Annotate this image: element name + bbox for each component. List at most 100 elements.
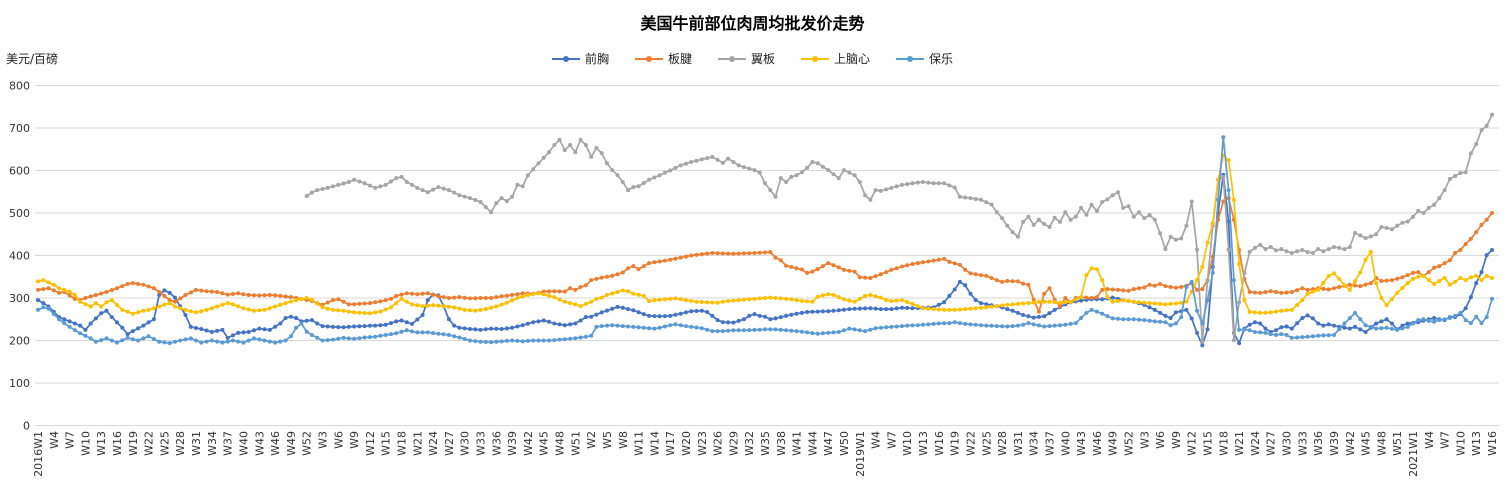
data-point-marker bbox=[157, 293, 162, 297]
data-point-marker bbox=[894, 298, 899, 303]
data-point-marker bbox=[615, 290, 620, 294]
data-point-marker bbox=[494, 326, 499, 331]
data-point-marker bbox=[1326, 333, 1331, 338]
y-axis-unit-label: 美元/百磅 bbox=[6, 52, 59, 66]
data-point-marker bbox=[989, 323, 994, 328]
data-point-marker bbox=[1047, 324, 1052, 329]
data-point-marker bbox=[736, 318, 741, 323]
data-point-marker bbox=[283, 294, 288, 299]
data-point-marker bbox=[520, 184, 525, 189]
data-point-marker bbox=[1052, 323, 1057, 328]
data-point-marker bbox=[1205, 279, 1210, 283]
data-point-marker bbox=[831, 308, 836, 313]
x-tick-label: W19 bbox=[949, 431, 962, 456]
data-point-marker bbox=[1347, 326, 1352, 331]
data-point-marker bbox=[499, 339, 504, 344]
data-point-marker bbox=[541, 155, 546, 160]
data-point-marker bbox=[362, 324, 367, 329]
data-point-marker bbox=[367, 301, 372, 306]
data-point-marker bbox=[605, 323, 609, 328]
data-point-marker bbox=[720, 160, 725, 165]
data-point-marker bbox=[262, 307, 267, 312]
data-point-marker bbox=[452, 334, 457, 339]
data-point-marker bbox=[1005, 324, 1010, 329]
data-point-marker bbox=[1079, 295, 1084, 300]
data-point-marker bbox=[894, 306, 899, 311]
data-point-marker bbox=[1163, 284, 1168, 289]
data-point-marker bbox=[979, 323, 983, 328]
x-tick-label: W17 bbox=[664, 431, 677, 456]
data-point-marker bbox=[83, 302, 88, 307]
x-tick-label: W27 bbox=[1265, 431, 1278, 456]
data-point-marker bbox=[441, 186, 446, 191]
data-point-marker bbox=[62, 317, 67, 322]
x-tick-label: W49 bbox=[1107, 431, 1120, 456]
data-point-marker bbox=[689, 309, 694, 314]
data-point-marker bbox=[1432, 319, 1437, 324]
x-tick-label: W43 bbox=[1075, 431, 1088, 456]
data-point-marker bbox=[1405, 273, 1410, 278]
data-point-marker bbox=[947, 183, 952, 188]
x-tick-label: W27 bbox=[443, 431, 456, 456]
data-point-marker bbox=[78, 323, 83, 328]
data-point-marker bbox=[1158, 310, 1163, 315]
data-point-marker bbox=[1490, 296, 1494, 301]
data-point-marker bbox=[778, 296, 783, 301]
data-point-marker bbox=[1326, 287, 1331, 292]
data-point-marker bbox=[531, 292, 536, 297]
data-point-marker bbox=[552, 338, 557, 343]
x-tick-label: W4 bbox=[48, 431, 61, 449]
data-point-marker bbox=[72, 328, 77, 333]
data-point-marker bbox=[320, 324, 325, 329]
data-point-marker bbox=[1342, 283, 1347, 288]
data-point-marker bbox=[1000, 216, 1005, 221]
data-point-marker bbox=[1458, 171, 1463, 175]
data-point-marker bbox=[973, 298, 978, 303]
data-point-marker bbox=[220, 340, 225, 345]
data-point-marker bbox=[1305, 313, 1310, 318]
data-point-marker bbox=[741, 317, 746, 322]
data-point-marker bbox=[188, 309, 193, 314]
data-point-marker bbox=[1463, 318, 1468, 323]
data-point-marker bbox=[694, 299, 699, 304]
data-point-marker bbox=[267, 327, 272, 332]
data-point-marker bbox=[141, 282, 146, 287]
data-point-marker bbox=[1321, 280, 1326, 285]
data-point-marker bbox=[362, 311, 367, 315]
data-point-marker bbox=[515, 338, 520, 343]
data-point-marker bbox=[446, 296, 451, 300]
data-point-marker bbox=[1163, 313, 1168, 318]
data-point-marker bbox=[1347, 282, 1352, 287]
data-point-marker bbox=[457, 295, 462, 300]
data-point-marker bbox=[636, 292, 641, 297]
data-point-marker bbox=[36, 307, 40, 312]
data-point-marker bbox=[1374, 326, 1379, 331]
data-point-marker bbox=[183, 293, 188, 297]
data-point-marker bbox=[1442, 317, 1447, 322]
data-point-marker bbox=[889, 267, 894, 272]
data-point-marker bbox=[1105, 197, 1110, 202]
data-point-marker bbox=[942, 321, 947, 326]
data-point-marker bbox=[1005, 302, 1010, 307]
data-point-marker bbox=[246, 293, 251, 297]
data-point-marker bbox=[557, 322, 562, 327]
data-point-marker bbox=[341, 308, 346, 313]
data-point-marker bbox=[1442, 261, 1447, 266]
data-point-marker bbox=[699, 157, 704, 162]
data-point-marker bbox=[900, 324, 904, 329]
data-point-marker bbox=[1147, 213, 1152, 218]
data-point-marker bbox=[889, 299, 894, 303]
x-tick-label: W6 bbox=[1154, 431, 1167, 449]
data-point-marker bbox=[1432, 316, 1437, 320]
data-point-marker bbox=[1010, 279, 1015, 284]
data-point-marker bbox=[478, 327, 483, 332]
data-point-marker bbox=[494, 304, 499, 309]
data-point-marker bbox=[473, 296, 478, 301]
data-point-marker bbox=[799, 329, 804, 334]
data-point-marker bbox=[57, 290, 62, 295]
data-point-marker bbox=[1116, 299, 1120, 303]
data-point-marker bbox=[425, 330, 430, 335]
data-point-marker bbox=[710, 300, 715, 305]
data-point-marker bbox=[1200, 339, 1205, 344]
data-point-marker bbox=[957, 262, 962, 267]
